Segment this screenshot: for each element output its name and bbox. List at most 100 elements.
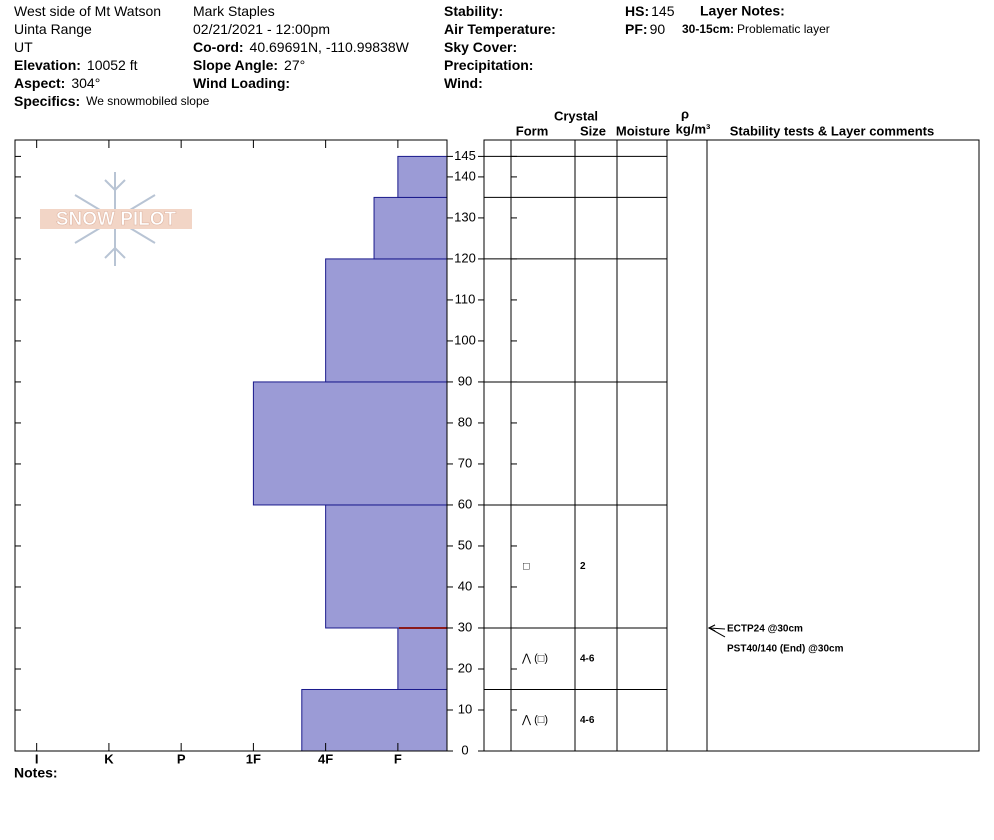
field-value: We snowmobiled slope bbox=[86, 94, 210, 108]
field-label: Sky Cover: bbox=[444, 39, 517, 55]
x-tick-label: K bbox=[104, 751, 114, 766]
notes-label: Notes: bbox=[14, 765, 58, 781]
x-tick-label: I bbox=[35, 751, 39, 766]
grain-size: 4-6 bbox=[580, 715, 595, 726]
header-field: Specifics: We snowmobiled slope bbox=[14, 93, 210, 109]
y-tick-label: 120 bbox=[454, 250, 476, 265]
y-tick-label: 70 bbox=[458, 455, 472, 470]
test-arrow bbox=[708, 627, 726, 630]
column-header: Form bbox=[516, 123, 549, 138]
field-label: Elevation: bbox=[14, 57, 81, 73]
field-label: HS: bbox=[625, 3, 649, 19]
x-tick-label: 1F bbox=[246, 751, 261, 766]
header-field: 02/21/2021 - 12:00pm bbox=[193, 21, 330, 37]
note-label: 30-15cm: bbox=[682, 22, 734, 36]
logo-band bbox=[40, 209, 192, 229]
field-label: Precipitation: bbox=[444, 57, 533, 73]
grain-form: ⋀ (□) bbox=[521, 653, 548, 665]
field-label: Air Temperature: bbox=[444, 21, 556, 37]
layer-notes-label: Layer Notes: bbox=[700, 3, 785, 19]
grain-size: 2 bbox=[580, 561, 586, 572]
hardness-bar bbox=[325, 504, 448, 629]
grain-form: □ bbox=[523, 560, 530, 572]
header-field: Mark Staples bbox=[193, 3, 275, 19]
x-tick-label: P bbox=[177, 751, 186, 766]
column-header: Moisture bbox=[616, 123, 670, 138]
stability-test: PST40/140 (End) @30cm bbox=[727, 644, 844, 655]
field-label: Wind Loading: bbox=[193, 75, 290, 91]
x-tick-label: F bbox=[394, 751, 402, 766]
header-field: HS: 145 bbox=[625, 3, 675, 19]
header-field: Precipitation: bbox=[444, 57, 533, 73]
header-field: Uinta Range bbox=[14, 21, 92, 37]
column-header: ρ bbox=[681, 106, 689, 121]
hardness-bar bbox=[325, 258, 448, 383]
column-header: Stability tests & Layer comments bbox=[730, 123, 934, 138]
field-value: 02/21/2021 - 12:00pm bbox=[193, 21, 330, 37]
y-tick-label: 0 bbox=[461, 742, 468, 757]
field-label: Stability: bbox=[444, 3, 503, 19]
header-field: Wind: bbox=[444, 75, 483, 91]
y-tick-label: 60 bbox=[458, 496, 472, 511]
header-field: PF: 90 bbox=[625, 21, 665, 37]
grain-size: 4-6 bbox=[580, 653, 595, 664]
field-value: Mark Staples bbox=[193, 3, 275, 19]
y-tick-label: 110 bbox=[455, 291, 476, 306]
hardness-bar bbox=[252, 381, 448, 506]
field-label: Wind: bbox=[444, 75, 483, 91]
field-label: Specifics: bbox=[14, 93, 80, 109]
header-field: Air Temperature: bbox=[444, 21, 556, 37]
header-field: Aspect: 304° bbox=[14, 75, 100, 91]
field-value: 90 bbox=[650, 21, 666, 37]
y-tick-label: 100 bbox=[454, 332, 476, 347]
y-tick-label: 145 bbox=[454, 148, 476, 163]
field-value: 304° bbox=[71, 75, 100, 91]
header-field: Stability: bbox=[444, 3, 503, 19]
header-field: UT bbox=[14, 39, 33, 55]
hardness-bar bbox=[397, 155, 448, 198]
column-header: Size bbox=[580, 123, 606, 138]
field-label: Slope Angle: bbox=[193, 57, 278, 73]
header-field: Sky Cover: bbox=[444, 39, 517, 55]
y-tick-label: 90 bbox=[458, 373, 472, 388]
x-tick-label: 4F bbox=[318, 751, 333, 766]
hardness-bar bbox=[397, 627, 448, 690]
field-value: Uinta Range bbox=[14, 21, 92, 37]
field-value: 40.69691N, -110.99838W bbox=[250, 39, 410, 55]
y-tick-label: 50 bbox=[458, 537, 472, 552]
y-tick-label: 20 bbox=[458, 660, 472, 675]
field-value: 27° bbox=[284, 57, 305, 73]
hardness-bar bbox=[373, 196, 448, 260]
layer-note: 30-15cm: Problematic layer bbox=[682, 22, 830, 36]
header-field: Slope Angle: 27° bbox=[193, 57, 305, 73]
header-field: Co-ord: 40.69691N, -110.99838W bbox=[193, 39, 410, 55]
field-value: 10052 ft bbox=[87, 57, 138, 73]
header-field: Elevation: 10052 ft bbox=[14, 57, 138, 73]
column-header: Crystal bbox=[554, 108, 598, 123]
note-value: Problematic layer bbox=[737, 22, 830, 36]
y-tick-label: 10 bbox=[458, 701, 472, 716]
field-label: Co-ord: bbox=[193, 39, 244, 55]
field-value: UT bbox=[14, 39, 33, 55]
plot-frame bbox=[14, 139, 448, 752]
field-value: West side of Mt Watson bbox=[14, 3, 161, 19]
field-label: PF: bbox=[625, 21, 648, 37]
field-value: 145 bbox=[651, 3, 675, 19]
arrow-head bbox=[707, 624, 716, 632]
y-tick-label: 140 bbox=[454, 168, 476, 183]
header-field: West side of Mt Watson bbox=[14, 3, 161, 19]
y-tick-label: 40 bbox=[458, 578, 472, 593]
column-header: kg/m³ bbox=[676, 121, 711, 136]
stability-test: ECTP24 @30cm bbox=[727, 624, 803, 635]
header-field: Wind Loading: bbox=[193, 75, 290, 91]
logo-text: SNOW PILOT bbox=[56, 209, 177, 230]
table-frame bbox=[483, 139, 980, 752]
y-tick-label: 30 bbox=[458, 619, 472, 634]
grain-form: ⋀ (□) bbox=[521, 714, 548, 726]
hardness-bar bbox=[301, 688, 448, 752]
y-tick-label: 80 bbox=[458, 414, 472, 429]
field-label: Aspect: bbox=[14, 75, 65, 91]
y-tick-label: 130 bbox=[454, 209, 476, 224]
